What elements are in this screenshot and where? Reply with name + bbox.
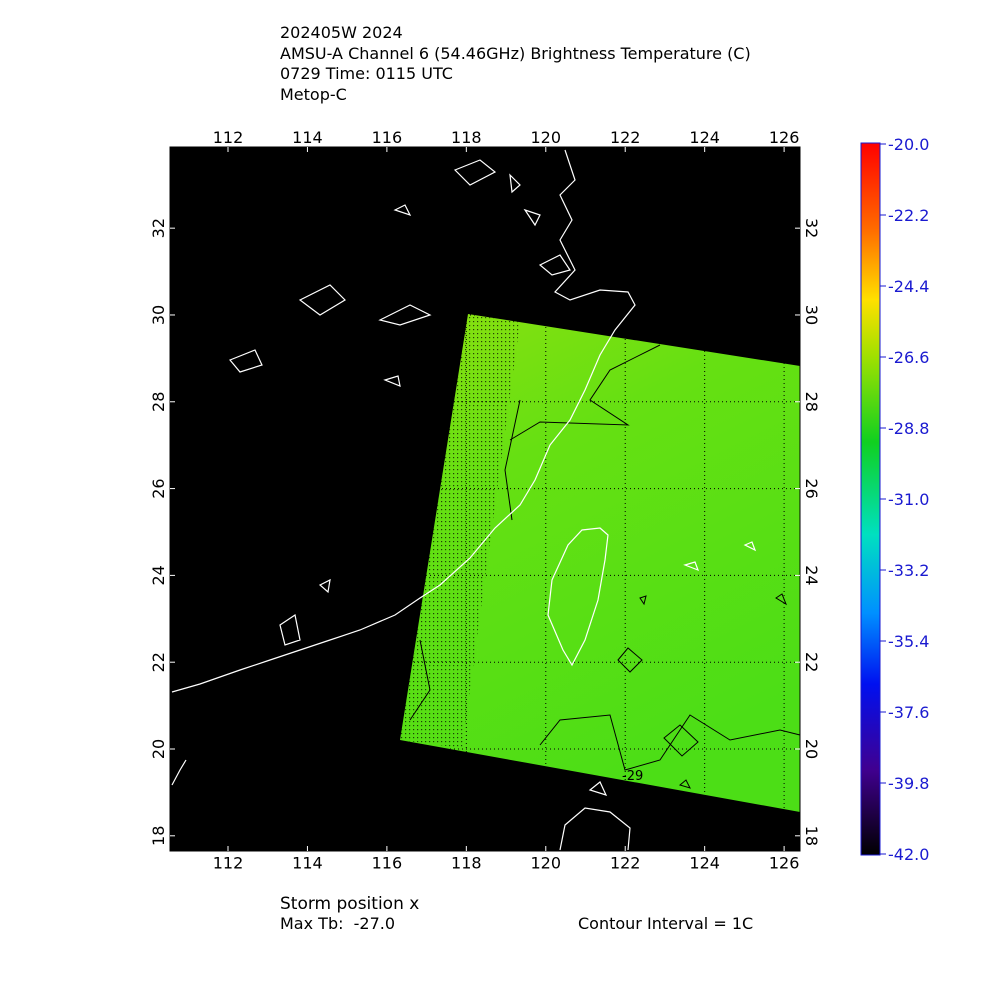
- title-line: Metop-C: [280, 85, 347, 104]
- colorbar-tick-label: -28.8: [888, 419, 929, 438]
- lon-tick-label: 122: [610, 128, 641, 147]
- lat-tick-label: 28: [802, 392, 821, 412]
- lat-tick-label: 32: [802, 218, 821, 238]
- contour-line: [663, 724, 699, 757]
- contour-line: [639, 593, 788, 789]
- lon-tick-label: 116: [372, 854, 403, 873]
- lat-tick-label: 26: [802, 478, 821, 498]
- lon-tick-label: 126: [769, 128, 800, 147]
- colorbar-tick-label: -42.0: [888, 845, 929, 864]
- lat-tick-label: 30: [149, 305, 168, 325]
- swath-edge-stipple: [400, 314, 520, 748]
- lat-tick-label: 24: [802, 565, 821, 585]
- contour-label: -29: [622, 769, 643, 784]
- contour-interval: Contour Interval = 1C: [578, 914, 753, 933]
- contour-line: [539, 714, 801, 771]
- contour-line: [504, 344, 661, 521]
- lat-tick-label: 30: [802, 305, 821, 325]
- map: -29: [169, 146, 801, 852]
- coastline: [547, 527, 609, 667]
- lon-tick-label: 118: [451, 128, 482, 147]
- lat-tick-label: 20: [149, 739, 168, 759]
- lon-tick-label: 120: [531, 854, 562, 873]
- colorbar-tick-label: -24.4: [888, 277, 929, 296]
- lat-tick-label: 24: [149, 565, 168, 585]
- lat-tick-label: 32: [149, 218, 168, 238]
- lon-tick-label: 112: [213, 854, 244, 873]
- lon-tick-label: 124: [689, 128, 720, 147]
- lon-tick-label: 124: [689, 854, 720, 873]
- colorbar-tick-label: -26.6: [888, 348, 929, 367]
- lat-tick-label: 26: [149, 478, 168, 498]
- colorbar-tick-label: -20.0: [888, 135, 929, 154]
- storm-position: Storm position x: [280, 894, 419, 914]
- colorbar-tick-label: -31.0: [888, 490, 929, 509]
- colorbar-scale: [860, 142, 881, 856]
- title-line: AMSU-A Channel 6 (54.46GHz) Brightness T…: [280, 44, 751, 63]
- lat-tick-label: 22: [802, 652, 821, 672]
- colorbar: -20.0 -22.2 -24.4 -26.6 -28.8 -31.0 -33.2 -35.4…: [860, 135, 929, 864]
- contours: [409, 344, 801, 789]
- lon-tick-label: 122: [610, 854, 641, 873]
- lat-tick-label: 22: [149, 652, 168, 672]
- contour-line: [617, 647, 643, 673]
- colorbar-tick-label: -37.6: [888, 703, 929, 722]
- coastlines: [171, 149, 757, 851]
- lat-tick-label: 18: [802, 826, 821, 846]
- lat-tick-label: 28: [149, 392, 168, 412]
- coastline: [171, 759, 631, 851]
- colorbar-tick-label: -35.4: [888, 632, 929, 651]
- lon-tick-label: 116: [372, 128, 403, 147]
- lon-tick-label: 114: [292, 854, 323, 873]
- colorbar-tick-label: -39.8: [888, 774, 929, 793]
- lon-tick-label: 118: [451, 854, 482, 873]
- lat-tick-label: 18: [149, 826, 168, 846]
- lon-tick-label: 112: [213, 128, 244, 147]
- max-tb: Max Tb: -27.0: [280, 914, 395, 933]
- coastline: [171, 149, 636, 693]
- title-line: 202405W 2024: [280, 23, 403, 42]
- title-line: 0729 Time: 0115 UTC: [280, 64, 453, 83]
- island: [229, 159, 757, 646]
- lat-tick-label: 20: [802, 739, 821, 759]
- colorbar-tick-label: -22.2: [888, 206, 929, 225]
- map-frame: [169, 146, 801, 852]
- header: 202405W 2024 AMSU-A Channel 6 (54.46GHz)…: [280, 23, 751, 104]
- footer: Storm position x Max Tb: -27.0 Contour I…: [280, 894, 753, 933]
- colorbar-tick-label: -33.2: [888, 561, 929, 580]
- lon-tick-label: 126: [769, 854, 800, 873]
- lon-tick-label: 120: [531, 128, 562, 147]
- lon-tick-label: 114: [292, 128, 323, 147]
- contour-line: [409, 639, 431, 721]
